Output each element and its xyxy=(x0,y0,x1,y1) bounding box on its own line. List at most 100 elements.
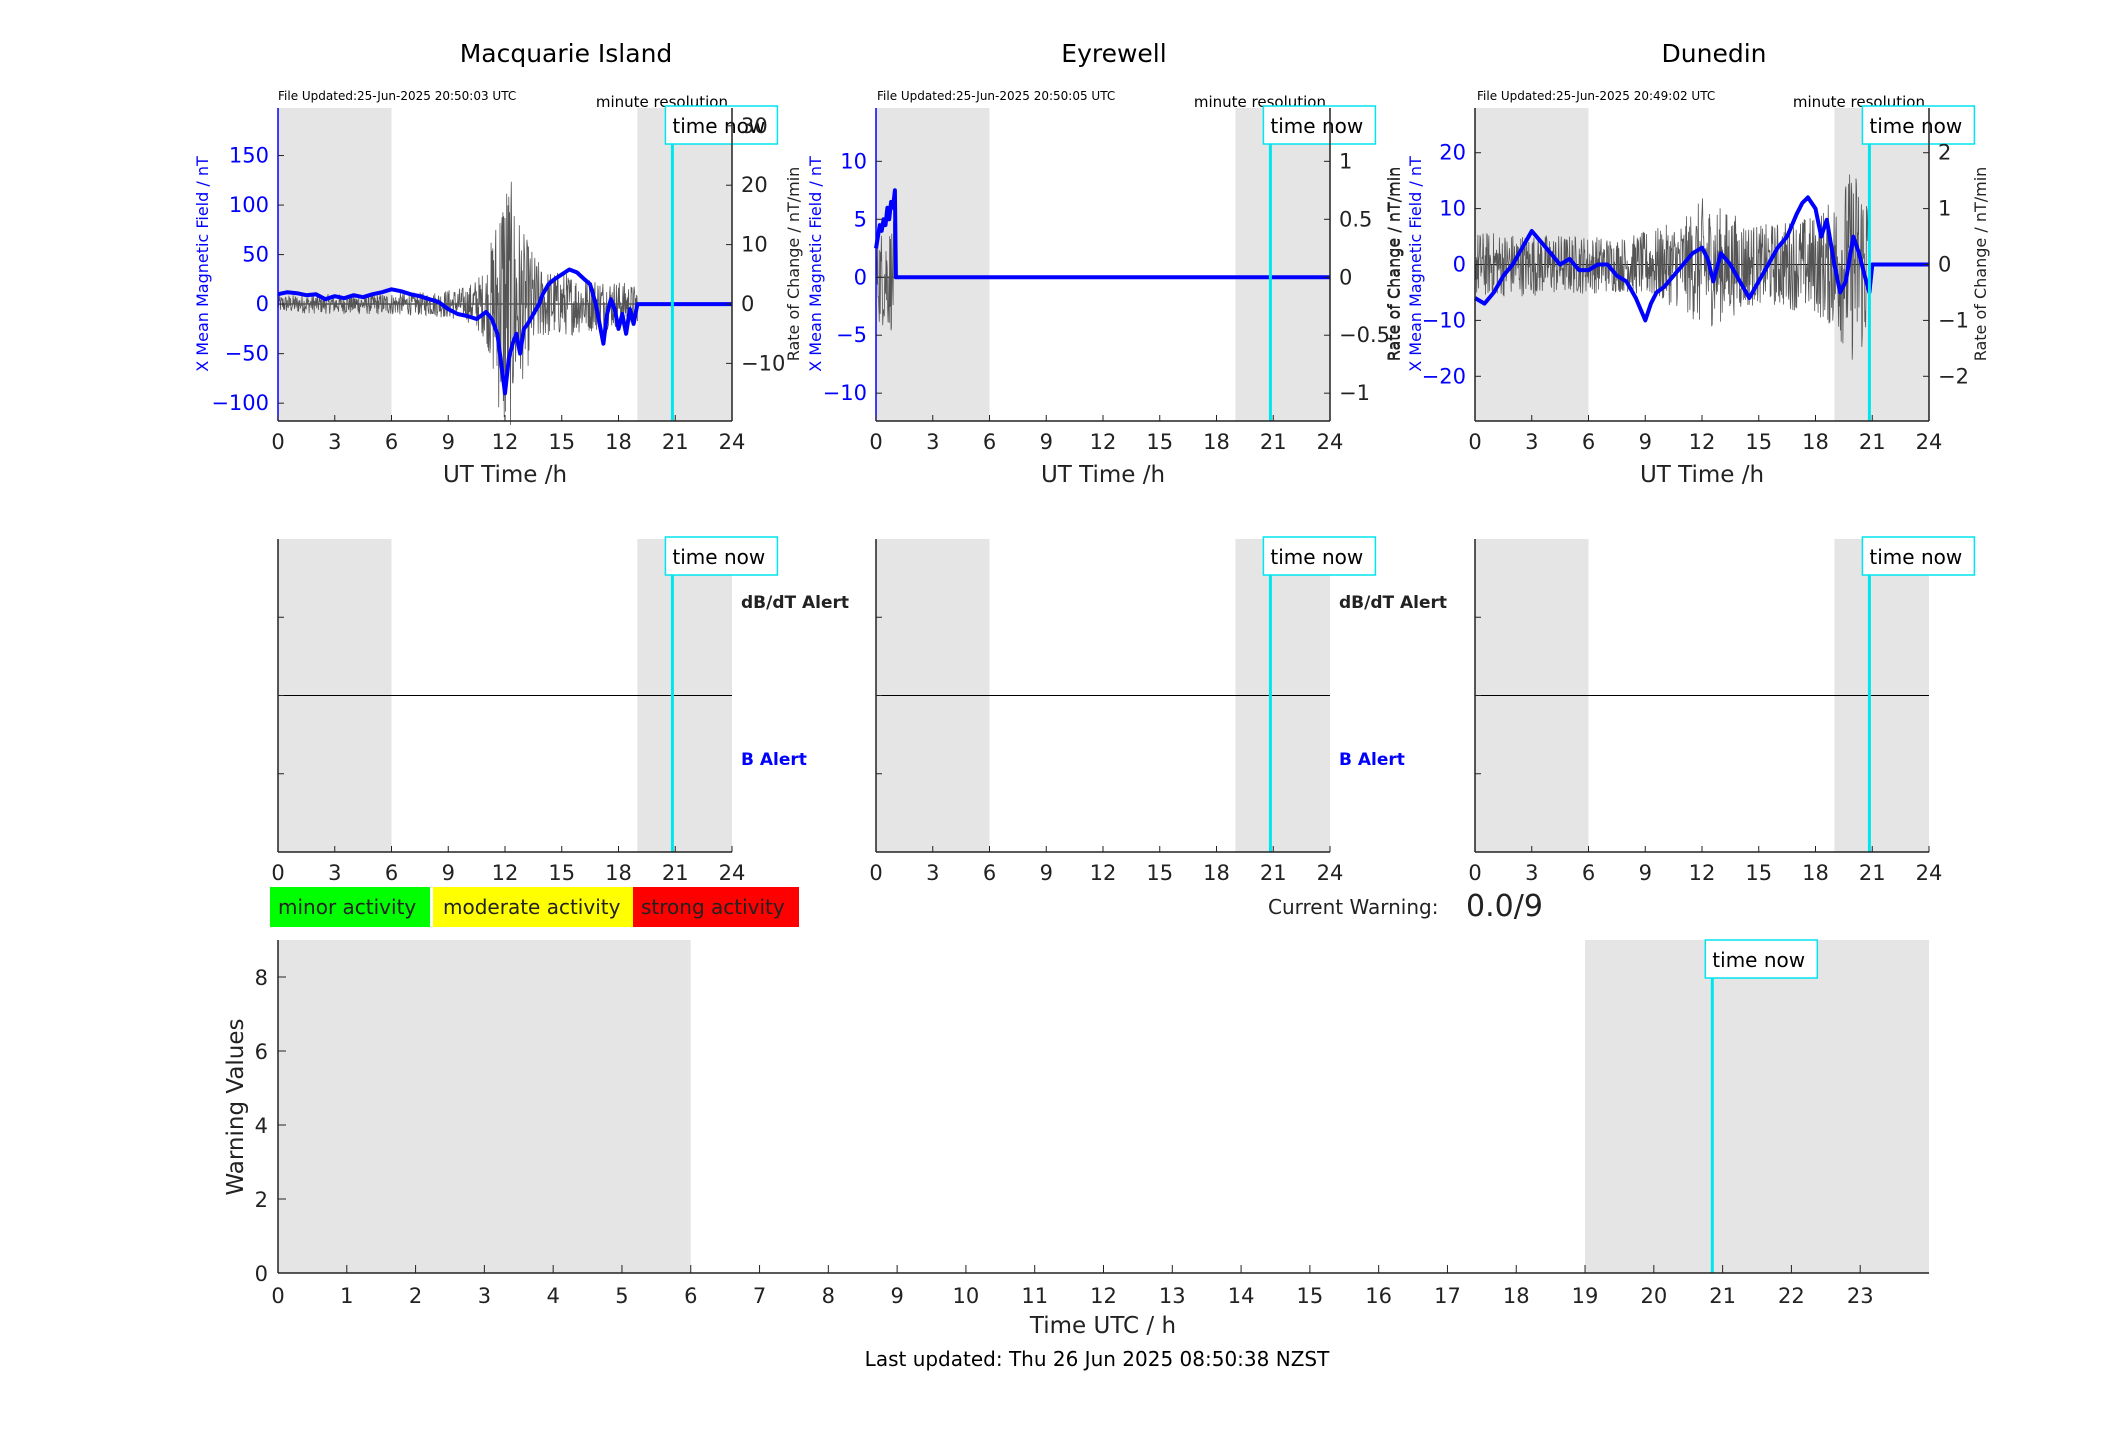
dunedin-field-ytick-label: 0 xyxy=(1453,253,1466,277)
eyrewell-field-xtick-label: 18 xyxy=(1203,430,1230,454)
macquarie-field-shade-1 xyxy=(637,108,732,421)
warning-values-xtick-label: 1 xyxy=(340,1284,353,1308)
warning-values-xtick-label: 7 xyxy=(753,1284,766,1308)
warning-values-time-now-label: time now xyxy=(1712,948,1805,972)
warning-values-xtick-label: 5 xyxy=(615,1284,628,1308)
warning-values-xtick-label: 13 xyxy=(1159,1284,1186,1308)
last-updated-text: Last updated: Thu 26 Jun 2025 08:50:38 N… xyxy=(865,1347,1330,1371)
dunedin-field-y2tick-label: −1 xyxy=(1938,308,1969,332)
warning-values-ytick-label: 2 xyxy=(255,1188,268,1212)
warning-values-xtick-label: 16 xyxy=(1365,1284,1392,1308)
minor-activity-label: minor activity xyxy=(278,895,416,919)
dunedin-field-xtick-label: 0 xyxy=(1468,430,1481,454)
dunedin-field-y2tick-label: −2 xyxy=(1938,364,1969,388)
strong-activity-swatch xyxy=(633,887,799,927)
dunedin-field-xtick-label: 21 xyxy=(1859,430,1886,454)
macquarie-field-y2tick-label: 30 xyxy=(741,114,768,138)
macquarie-field-xtick-label: 21 xyxy=(662,430,689,454)
eyrewell-xlabel: UT Time /h xyxy=(1041,462,1165,488)
macquarie-field-ytick-label: −100 xyxy=(211,391,269,415)
warning-values-xtick-label: 8 xyxy=(822,1284,835,1308)
eyrewell-alert-xtick-label: 18 xyxy=(1203,861,1230,885)
eyrewell-dbdt-alert-label: dB/dT Alert xyxy=(1339,593,1447,613)
macquarie-field-time-now-label: time now xyxy=(672,114,765,138)
dunedin-field-time-now-box xyxy=(1861,105,1976,145)
macquarie-alert-xtick-label: 3 xyxy=(328,861,341,885)
macquarie-field-xtick-label: 3 xyxy=(328,430,341,454)
macquarie-alert-time-now-label: time now xyxy=(672,545,765,569)
macquarie-alert-time-now-box xyxy=(664,536,779,576)
current-warning-value: 0.0/9 xyxy=(1466,889,1543,924)
dunedin-field-ytick-label: 10 xyxy=(1439,197,1466,221)
macquarie-title: Macquarie Island xyxy=(460,39,673,68)
dunedin-ylabel: X Mean Magnetic Field / nT xyxy=(1406,156,1425,372)
eyrewell-b-alert-label: B Alert xyxy=(1339,750,1405,770)
warning-values-xtick-label: 15 xyxy=(1297,1284,1324,1308)
macquarie-alert-xtick-label: 18 xyxy=(605,861,632,885)
dunedin-field-ytick-label: −10 xyxy=(1422,308,1466,332)
dunedin-field-ytick-label: −20 xyxy=(1422,364,1466,388)
macquarie-field-y2tick-label: −10 xyxy=(741,351,785,375)
eyrewell-field-xtick-label: 12 xyxy=(1090,430,1117,454)
macquarie-field-xtick-label: 0 xyxy=(271,430,284,454)
eyrewell-alert-xtick-label: 0 xyxy=(869,861,882,885)
eyrewell-alert-xtick-label: 21 xyxy=(1260,861,1287,885)
eyrewell-alert-xtick-label: 24 xyxy=(1317,861,1344,885)
warning-values-ytick-label: 6 xyxy=(255,1040,268,1064)
eyrewell-field-ytick-label: −10 xyxy=(823,381,867,405)
eyrewell-alert-panel: time now 0 3 6 9 12 15 18 21 24 xyxy=(869,536,1377,885)
eyrewell-field-ytick-label: 5 xyxy=(854,207,867,231)
moderate-activity-swatch xyxy=(433,887,633,927)
warning-values-xtick-label: 3 xyxy=(478,1284,491,1308)
dunedin-field-xtick-label: 9 xyxy=(1639,430,1652,454)
eyrewell-alert-xtick-label: 12 xyxy=(1090,861,1117,885)
eyrewell-field-y2tick-label: 1 xyxy=(1339,149,1352,173)
warning-values-shade-1 xyxy=(1585,940,1929,1273)
dunedin-alert-xtick-label: 12 xyxy=(1689,861,1716,885)
strong-activity-label: strong activity xyxy=(641,895,785,919)
warning-values-xtick-label: 17 xyxy=(1434,1284,1461,1308)
dunedin-field-rate-of-change-line xyxy=(1474,174,1870,360)
macquarie-xlabel: UT Time /h xyxy=(443,462,567,488)
macquarie-field-field-line xyxy=(277,267,732,396)
macquarie-field-ytick-label: 100 xyxy=(229,193,269,217)
warning-values-time-now-box xyxy=(1704,939,1819,979)
macquarie-alert-xtick-label: 6 xyxy=(385,861,398,885)
macquarie-field-y2tick-label: 10 xyxy=(741,233,768,257)
minor-activity-swatch xyxy=(270,887,430,927)
eyrewell-field-y2tick-label: 0 xyxy=(1339,265,1352,289)
warning-values-xtick-label: 19 xyxy=(1572,1284,1599,1308)
eyrewell-alert-time-now-box xyxy=(1262,536,1377,576)
eyrewell-field-xtick-label: 9 xyxy=(1040,430,1053,454)
dunedin-y2label: Rate of Change / nT/min xyxy=(1971,167,1990,362)
warning-values-xtick-label: 6 xyxy=(684,1284,697,1308)
macquarie-alert-xtick-label: 12 xyxy=(492,861,519,885)
dunedin-y2label-left: Rate of Change / nT/min xyxy=(1385,167,1404,362)
macquarie-alert-xtick-label: 21 xyxy=(662,861,689,885)
macquarie-field-time-now-box xyxy=(664,105,779,145)
macquarie-alert-xtick-label: 9 xyxy=(442,861,455,885)
eyrewell-field-y2tick-label: −0.5 xyxy=(1339,323,1390,347)
dunedin-field-time-now-label: time now xyxy=(1869,114,1962,138)
macquarie-ylabel: X Mean Magnetic Field / nT xyxy=(193,156,212,372)
macquarie-alert-xtick-label: 24 xyxy=(719,861,746,885)
warning-values-xtick-label: 11 xyxy=(1021,1284,1048,1308)
dunedin-alert-xtick-label: 24 xyxy=(1916,861,1943,885)
eyrewell-field-xtick-label: 24 xyxy=(1317,430,1344,454)
dunedin-field-xtick-label: 12 xyxy=(1689,430,1716,454)
macquarie-file-updated: File Updated:25-Jun-2025 20:50:03 UTC xyxy=(278,89,516,103)
macquarie-alert-xtick-label: 0 xyxy=(271,861,284,885)
dunedin-file-updated: File Updated:25-Jun-2025 20:49:02 UTC xyxy=(1477,89,1715,103)
dunedin-field-xtick-label: 18 xyxy=(1802,430,1829,454)
warning-values-xtick-label: 2 xyxy=(409,1284,422,1308)
eyrewell-field-xtick-label: 15 xyxy=(1146,430,1173,454)
warning-values-ytick-label: 8 xyxy=(255,966,268,990)
eyrewell-field-time-now-box xyxy=(1262,105,1377,145)
macquarie-field-rate-of-change-line xyxy=(277,181,638,426)
dunedin-field-xtick-label: 6 xyxy=(1582,430,1595,454)
macquarie-field-xtick-label: 12 xyxy=(492,430,519,454)
current-warning-label: Current Warning: xyxy=(1268,895,1438,919)
